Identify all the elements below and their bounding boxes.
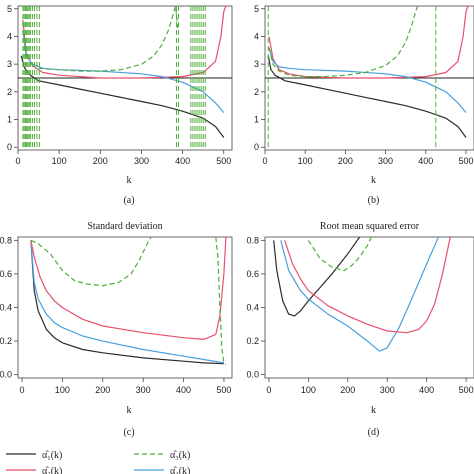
panel-b: 0 100 200 300 400 500 0 1 2 3 4 5 k (b) [254,4,474,206]
series-line-alpha4 [280,237,440,352]
legend: α̂₁(k) α̂₂(k) α̂₃(k) α̂₄(k) [6,450,190,474]
y-tick-label: 1 [254,115,259,125]
x-tick-label: 200 [93,156,108,166]
series-line-alpha4 [30,240,224,364]
panel-tag: (b) [368,195,380,206]
series-line-alpha3 [30,237,152,287]
y-tick-label: 4 [254,31,259,41]
x-tick-label: 100 [55,385,70,395]
x-tick-label: 500 [459,385,474,395]
x-tick-label: 100 [52,156,67,166]
x-tick-label: 0 [20,385,25,395]
series-line-alpha3 [215,237,227,366]
x-axis-label: k [371,175,376,186]
series-line-alpha3 [307,237,373,272]
y-tick-label: 0.8 [246,235,259,245]
x-tick-label: 0 [266,385,271,395]
series-line-alpha3 [268,6,419,78]
x-tick-label: 500 [216,156,231,166]
y-tick-label: 0.6 [246,269,259,279]
y-tick-label: 0 [254,142,259,152]
y-tick-label: 0 [7,142,12,152]
legend-label: α̂₄(k) [170,466,190,474]
series-line-alpha1 [20,55,225,138]
series-line-alpha3 [38,6,179,72]
x-axis-label: k [371,405,376,416]
panel-c: Standard deviation 0 100 200 300 400 500 0.0 0.2… [0,221,233,438]
x-tick-label: 300 [134,156,149,166]
x-tick-label: 400 [175,156,190,166]
series-line-alpha4 [22,30,225,113]
x-tick-label: 100 [298,156,313,166]
y-tick-label: 2 [7,87,12,97]
y-tick-label: 3 [7,59,12,69]
series-line-alpha4 [268,47,467,113]
x-tick-label: 300 [380,385,395,395]
panel-tag: (a) [123,195,134,206]
x-tick-label: 400 [176,385,191,395]
legend-label: α̂₁(k) [42,450,62,461]
x-tick-label: 200 [340,385,355,395]
x-axis-label: k [127,175,132,186]
x-tick-label: 500 [458,156,473,166]
series-line-alpha1 [267,55,467,138]
x-tick-label: 0 [262,156,267,166]
x-tick-label: 400 [418,156,433,166]
plot-area [18,6,232,150]
y-tick-label: 5 [7,4,12,14]
plot-area [273,237,451,352]
x-tick-label: 200 [338,156,353,166]
y-tick-label: 0.2 [0,336,12,346]
y-tick-label: 0.4 [246,303,259,313]
plot-area [30,237,227,366]
chart-title: Standard deviation [87,221,162,232]
legend-label: α̂₂(k) [42,466,62,474]
x-tick-label: 400 [419,385,434,395]
y-tick-label: 1 [7,115,12,125]
y-tick-label: 4 [7,31,12,41]
panel-tag: (d) [368,427,380,438]
x-tick-label: 500 [216,385,231,395]
series-line-alpha1 [273,237,361,317]
y-tick-label: 0.6 [0,269,12,279]
x-tick-label: 0 [15,156,20,166]
y-tick-label: 0.8 [0,235,12,245]
y-tick-label: 0.0 [246,370,259,380]
x-axis-label: k [127,405,132,416]
series-line-alpha1 [30,240,224,365]
x-tick-label: 100 [301,385,316,395]
series-line-alpha2 [268,6,469,79]
y-tick-label: 0.2 [246,336,259,346]
panel-a: 0 100 200 300 400 500 0 1 2 3 4 5 k (a) [7,4,233,206]
plot-frame [17,236,233,379]
x-tick-label: 300 [378,156,393,166]
chart-title: Root mean squared error [320,221,420,232]
y-tick-label: 5 [254,4,259,14]
panel-tag: (c) [123,427,134,438]
x-tick-label: 200 [95,385,110,395]
plot-area [265,6,474,150]
y-tick-label: 3 [254,59,259,69]
series-line-alpha2 [284,237,451,334]
y-tick-label: 2 [254,87,259,97]
series-line-alpha2 [30,237,227,340]
y-tick-label: 0.4 [0,303,12,313]
legend-label: α̂₃(k) [170,450,190,461]
panel-d: Root mean squared error 0 100 200 300 400 500 0… [246,221,474,438]
plot-frame [264,236,474,379]
x-tick-label: 300 [136,385,151,395]
y-tick-label: 0.0 [0,370,12,380]
